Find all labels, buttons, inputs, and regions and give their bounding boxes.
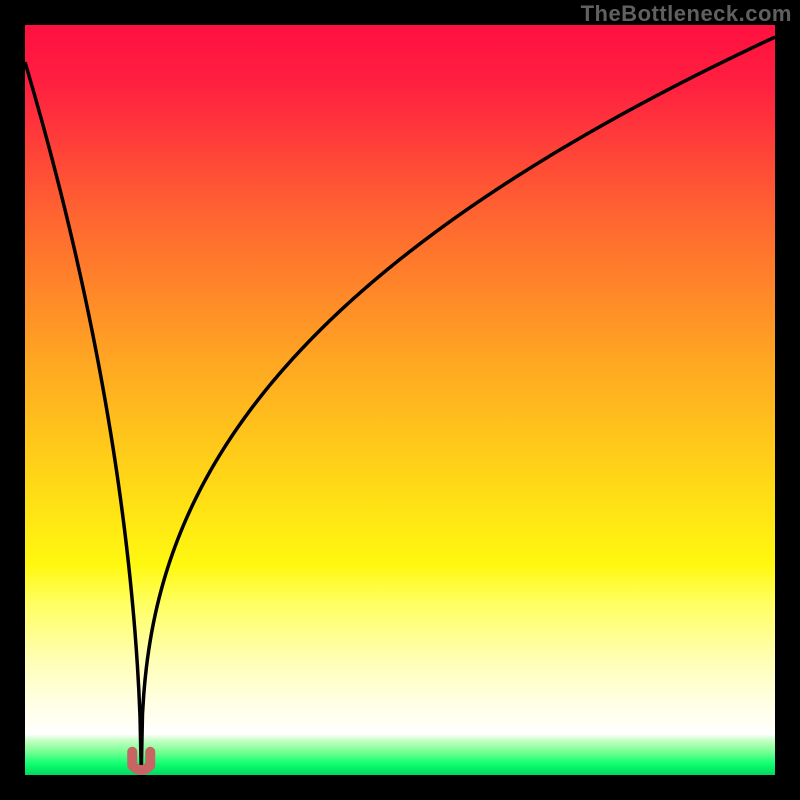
chart-root: TheBottleneck.com xyxy=(0,0,800,800)
site-watermark-label: TheBottleneck.com xyxy=(581,1,792,27)
chart-svg xyxy=(0,0,800,800)
